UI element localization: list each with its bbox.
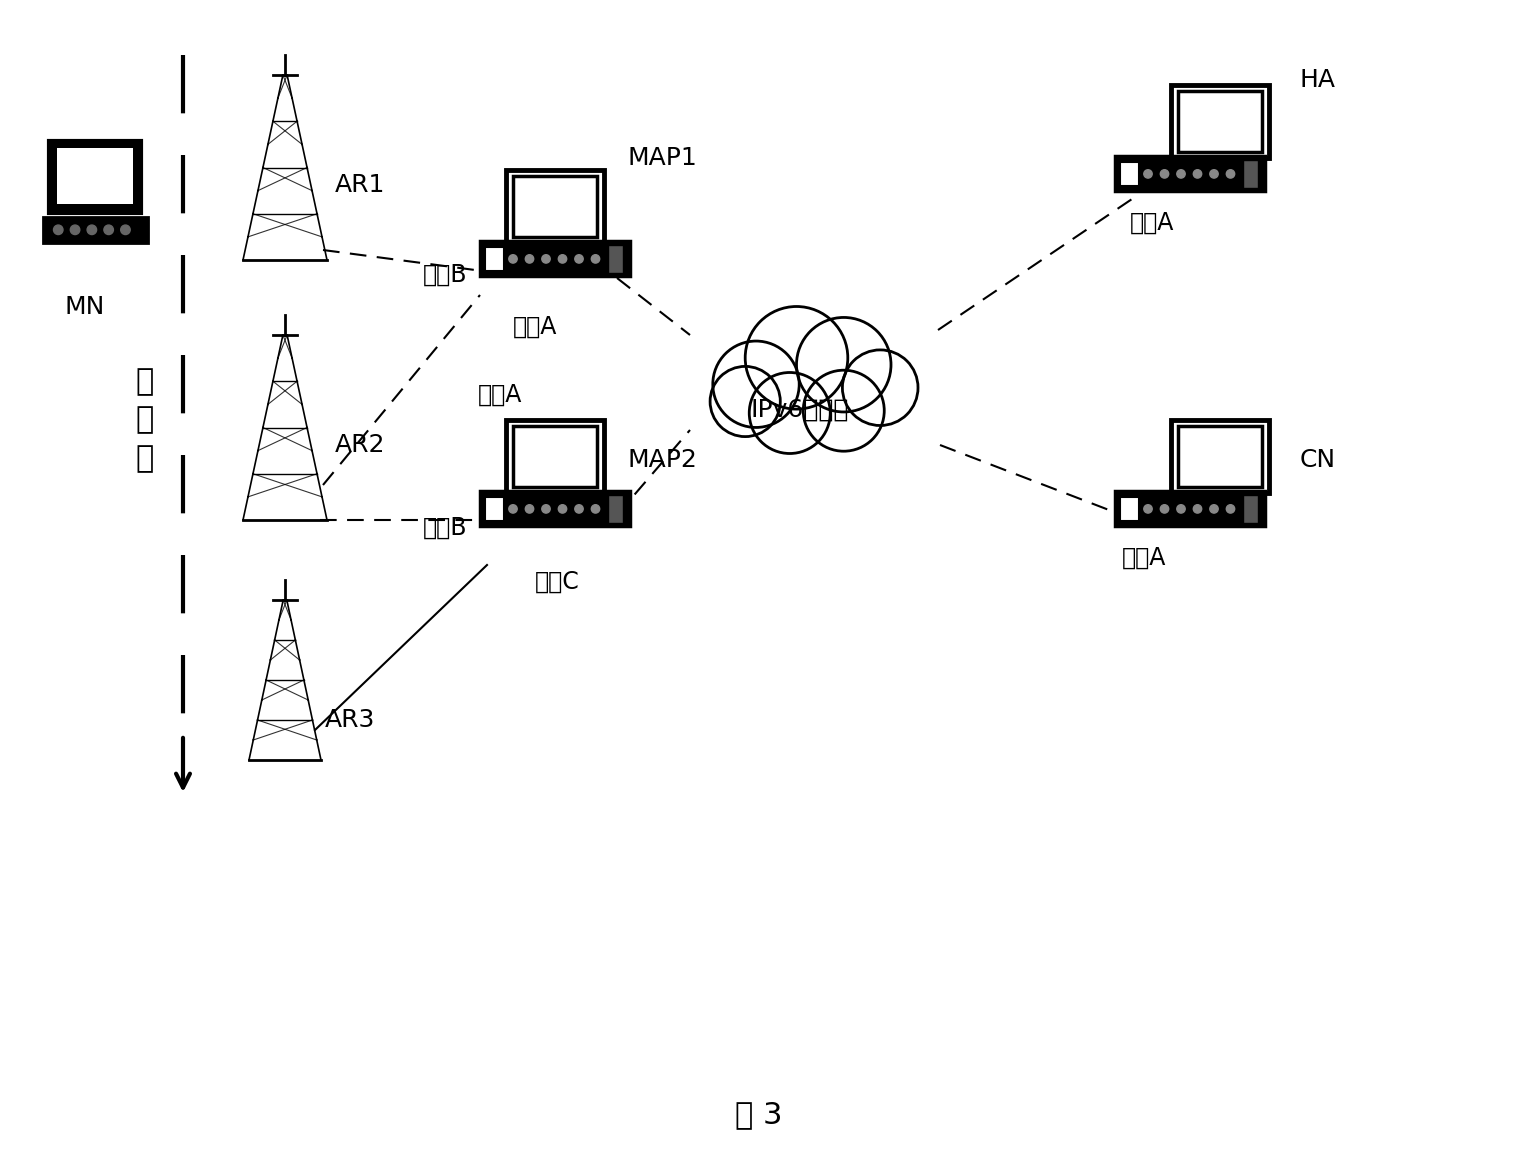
Circle shape [526, 505, 533, 513]
Circle shape [559, 255, 567, 263]
Bar [1115, 491, 1265, 526]
Circle shape [1226, 505, 1235, 513]
Bar [544, 475, 565, 488]
Bar [1243, 495, 1258, 523]
Bar [1209, 140, 1230, 152]
Circle shape [1144, 505, 1153, 513]
Bar [1209, 475, 1230, 488]
Text: IPv6网络．: IPv6网络． [750, 398, 849, 423]
Text: 接口B: 接口B [422, 516, 466, 540]
Bar [608, 495, 623, 523]
Circle shape [509, 255, 516, 263]
Circle shape [746, 306, 848, 409]
Circle shape [1194, 170, 1202, 178]
Bar [1179, 426, 1262, 487]
Text: CN: CN [1300, 448, 1337, 471]
Circle shape [542, 255, 550, 263]
Bar [1120, 497, 1139, 521]
Circle shape [1209, 170, 1218, 178]
Bar [58, 148, 132, 205]
Circle shape [526, 255, 533, 263]
Circle shape [1161, 170, 1168, 178]
Bar [1120, 162, 1139, 186]
Text: 接口A: 接口A [478, 383, 523, 407]
Circle shape [709, 367, 781, 436]
Bar [480, 241, 630, 276]
Text: 接口A: 接口A [1123, 546, 1167, 570]
Circle shape [1209, 505, 1218, 513]
Bar [506, 420, 605, 492]
Bar [506, 170, 605, 243]
Circle shape [574, 505, 583, 513]
Circle shape [591, 505, 600, 513]
Circle shape [53, 225, 62, 235]
Bar [43, 217, 147, 243]
Circle shape [70, 225, 81, 235]
Text: AR1: AR1 [336, 173, 386, 197]
Circle shape [712, 341, 799, 427]
Circle shape [1161, 505, 1168, 513]
Circle shape [749, 372, 831, 454]
Text: 接口B: 接口B [422, 263, 466, 288]
Bar [513, 176, 597, 237]
Bar [1115, 156, 1265, 191]
Circle shape [120, 225, 131, 235]
Text: 接口A: 接口A [1130, 211, 1174, 235]
Text: AR2: AR2 [336, 433, 386, 457]
Text: MN: MN [65, 294, 105, 319]
Circle shape [559, 505, 567, 513]
Text: HA: HA [1300, 68, 1337, 92]
Text: 移
动
．: 移 动 ． [135, 368, 153, 473]
Circle shape [509, 505, 516, 513]
Bar [480, 491, 630, 526]
Bar [608, 244, 623, 272]
Circle shape [103, 225, 114, 235]
Circle shape [1194, 505, 1202, 513]
Circle shape [1177, 505, 1185, 513]
Circle shape [574, 255, 583, 263]
Circle shape [591, 255, 600, 263]
Text: 接口C: 接口C [535, 570, 580, 594]
Circle shape [1177, 170, 1185, 178]
Bar [544, 225, 565, 237]
Bar [1171, 420, 1270, 492]
Circle shape [1226, 170, 1235, 178]
Bar [1243, 159, 1258, 187]
Bar [1179, 91, 1262, 152]
Circle shape [1144, 170, 1153, 178]
Text: MAP2: MAP2 [627, 448, 697, 471]
Text: 图 3: 图 3 [735, 1100, 782, 1129]
Bar [49, 141, 141, 213]
Text: 接口A: 接口A [513, 315, 557, 339]
Circle shape [87, 225, 97, 235]
Circle shape [843, 350, 917, 426]
Bar [1171, 85, 1270, 158]
Circle shape [542, 505, 550, 513]
Text: AR3: AR3 [325, 708, 375, 732]
Text: MAP1: MAP1 [627, 146, 697, 170]
Bar [485, 247, 504, 271]
Circle shape [804, 370, 884, 452]
Circle shape [796, 318, 892, 412]
Bar [485, 497, 504, 521]
Bar [513, 426, 597, 487]
